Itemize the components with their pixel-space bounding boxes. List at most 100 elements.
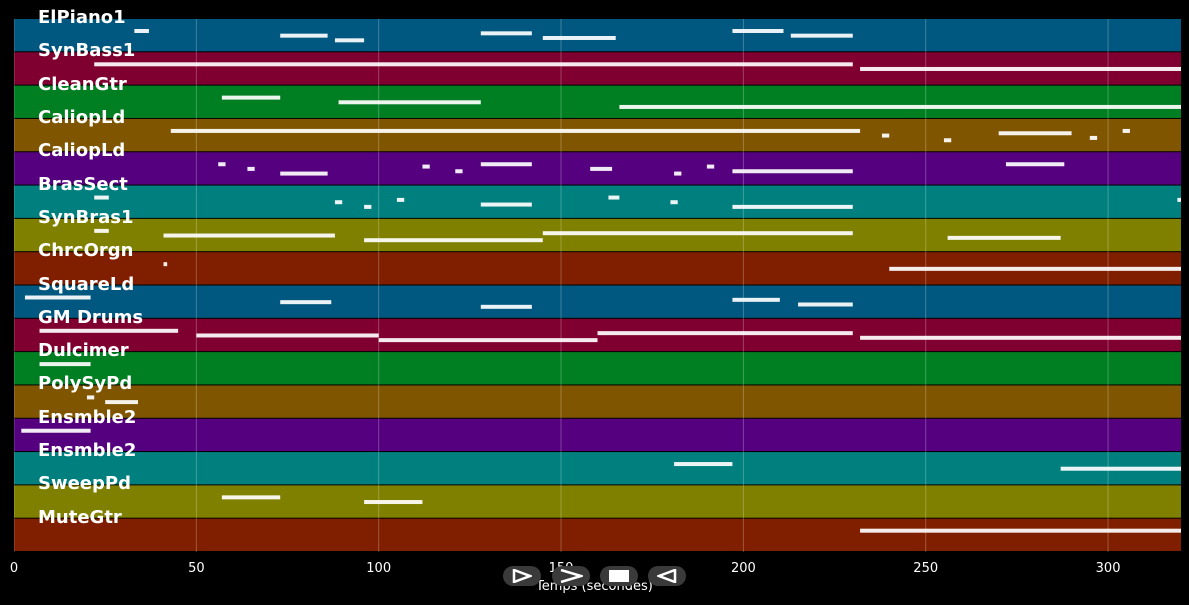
- note-segment: [542, 231, 853, 236]
- note-segment: [480, 202, 532, 207]
- note-segment: [39, 362, 91, 367]
- play-button[interactable]: [503, 566, 541, 586]
- note-segment: [338, 100, 481, 105]
- track-label: BrasSect: [38, 173, 128, 195]
- note-segment: [364, 238, 543, 243]
- note-segment: [134, 28, 149, 33]
- note-segment: [94, 195, 109, 200]
- note-segment: [221, 495, 281, 500]
- track-label: CaliopLd: [38, 140, 126, 162]
- note-segment: [860, 66, 1181, 71]
- note-segment: [480, 31, 532, 36]
- rewind-icon: [657, 569, 677, 583]
- track-band-12: [14, 418, 1181, 452]
- note-segment: [280, 300, 332, 305]
- note-segment: [39, 328, 179, 333]
- note-segment: [790, 33, 853, 38]
- track-label: Dulcimer: [38, 340, 129, 362]
- stop-icon: [609, 570, 629, 582]
- note-segment: [590, 166, 613, 171]
- note-segment: [732, 297, 780, 302]
- note-segment: [674, 462, 733, 467]
- note-segment: [94, 228, 109, 233]
- track-label: ChrcOrgn: [38, 240, 134, 262]
- track-band-3: [14, 118, 1181, 152]
- note-segment: [732, 28, 784, 33]
- note-segment: [480, 162, 532, 167]
- piano-roll-plot: [14, 19, 1181, 552]
- note-segment: [670, 200, 678, 205]
- note-segment: [881, 133, 890, 138]
- note-segment: [1060, 466, 1181, 471]
- note-segment: [1089, 135, 1098, 140]
- note-segment: [619, 104, 1181, 109]
- note-segment: [706, 164, 715, 169]
- note-segment: [947, 235, 1061, 240]
- note-segment: [24, 295, 91, 300]
- note-segment: [860, 528, 1181, 533]
- track-label: SweepPd: [38, 473, 131, 495]
- note-segment: [196, 333, 379, 338]
- note-segment: [608, 195, 620, 200]
- track-label: Ensmble2: [38, 440, 137, 462]
- track-label: SynBras1: [38, 206, 134, 228]
- note-segment: [334, 38, 365, 43]
- track-band-11: [14, 385, 1181, 418]
- note-segment: [674, 171, 682, 176]
- note-segment: [94, 62, 853, 67]
- note-segment: [280, 33, 328, 38]
- track-label: MuteGtr: [38, 506, 122, 528]
- note-segment: [218, 162, 226, 167]
- note-segment: [542, 35, 616, 40]
- play-icon: [512, 569, 532, 583]
- track-label: CleanGtr: [38, 73, 127, 95]
- note-segment: [1177, 197, 1181, 202]
- stop-button[interactable]: [600, 566, 638, 586]
- track-label: SquareLd: [38, 273, 135, 295]
- note-segment: [247, 166, 255, 171]
- track-label: GM Drums: [38, 306, 144, 328]
- track-band-14: [14, 485, 1181, 518]
- note-segment: [21, 428, 91, 433]
- track-label: Ensmble2: [38, 406, 137, 428]
- track-label: PolySyPd: [38, 373, 133, 395]
- track-band-15: [14, 518, 1181, 551]
- track-band-8: [14, 285, 1181, 318]
- note-segment: [105, 400, 138, 405]
- x-tick-label: 0: [9, 561, 19, 576]
- note-segment: [86, 395, 95, 400]
- note-segment: [1005, 162, 1065, 167]
- note-segment: [170, 128, 861, 133]
- note-segment: [798, 302, 853, 307]
- note-segment: [943, 138, 952, 143]
- note-segment: [480, 304, 532, 309]
- note-segment: [998, 131, 1072, 136]
- track-label: SynBass1: [38, 40, 136, 62]
- rewind-button[interactable]: [648, 566, 686, 586]
- track-label: CaliopLd: [38, 106, 126, 128]
- note-segment: [364, 204, 372, 209]
- piano-roll-svg: [14, 19, 1181, 552]
- note-segment: [396, 197, 405, 202]
- x-tick-label: 100: [366, 561, 392, 576]
- x-tick-label: 250: [913, 561, 939, 576]
- note-segment: [732, 204, 853, 209]
- x-tick-label: 300: [1095, 561, 1121, 576]
- track-band-2: [14, 85, 1181, 118]
- x-tick-label: 200: [730, 561, 756, 576]
- x-tick-label: 50: [188, 561, 205, 576]
- note-segment: [889, 266, 1181, 271]
- track-band-5: [14, 185, 1181, 218]
- note-segment: [280, 171, 328, 176]
- chevron-right-icon: [560, 569, 583, 583]
- note-segment: [597, 331, 853, 336]
- fast-forward-button[interactable]: [552, 566, 590, 586]
- note-segment: [163, 262, 168, 267]
- note-segment: [422, 164, 430, 169]
- track-label: ElPiano1: [38, 7, 126, 28]
- note-segment: [1122, 128, 1130, 133]
- note-segment: [860, 335, 1181, 340]
- note-segment: [378, 338, 598, 343]
- note-segment: [732, 169, 853, 174]
- note-segment: [455, 169, 463, 174]
